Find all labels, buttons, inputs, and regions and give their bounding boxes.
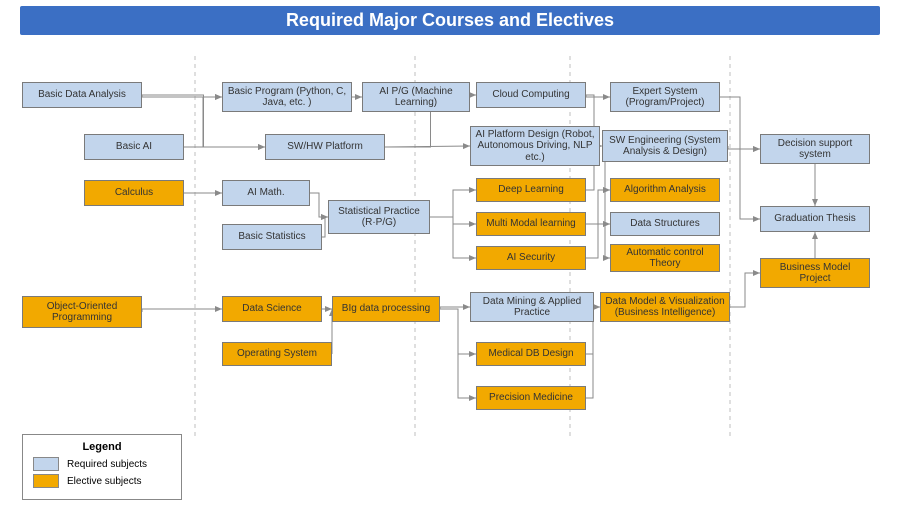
node-calc: Calculus [84, 180, 184, 206]
node-alg: Algorithm Analysis [610, 178, 720, 202]
legend-swatch-elective [33, 474, 59, 488]
legend-swatch-required [33, 457, 59, 471]
node-aisec: AI Security [476, 246, 586, 270]
legend-heading: Legend [33, 441, 171, 453]
node-aimath: AI Math. [222, 180, 310, 206]
node-os: Operating System [222, 342, 332, 366]
node-dl: Deep Learning [476, 178, 586, 202]
node-mml: Multi Modal learning [476, 212, 586, 236]
node-ctrl: Automatic control Theory [610, 244, 720, 272]
node-bigd: BIg data processing [332, 296, 440, 322]
node-bai: Basic AI [84, 134, 184, 160]
legend-label-required: Required subjects [67, 459, 147, 470]
node-aipg: AI P/G (Machine Learning) [362, 82, 470, 112]
node-sweng: SW Engineering (System Analysis & Design… [602, 130, 728, 162]
node-bmp: Business Model Project [760, 258, 870, 288]
node-mdb: Medical DB Design [476, 342, 586, 366]
legend-label-elective: Elective subjects [67, 476, 141, 487]
legend-box: Legend Required subjects Elective subjec… [22, 434, 182, 500]
node-cloud: Cloud Computing [476, 82, 586, 108]
node-gthes: Graduation Thesis [760, 206, 870, 232]
node-bstat: Basic Statistics [222, 224, 322, 250]
node-pmed: Precision Medicine [476, 386, 586, 410]
node-oop: Object-Oriented Programming [22, 296, 142, 328]
node-apd: AI Platform Design (Robot, Autonomous Dr… [470, 126, 600, 166]
node-bprog: Basic Program (Python, C, Java, etc. ) [222, 82, 352, 112]
node-dmap: Data Mining & Applied Practice [470, 292, 594, 322]
node-dmv: Data Model & Visualization (Business Int… [600, 292, 730, 322]
node-expert: Expert System (Program/Project) [610, 82, 720, 112]
node-dstr: Data Structures [610, 212, 720, 236]
node-dsci: Data Science [222, 296, 322, 322]
node-stat: Statistical Practice (R·P/G) [328, 200, 430, 234]
node-bda: Basic Data Analysis [22, 82, 142, 108]
node-swhw: SW/HW Platform [265, 134, 385, 160]
node-dss: Decision support system [760, 134, 870, 164]
